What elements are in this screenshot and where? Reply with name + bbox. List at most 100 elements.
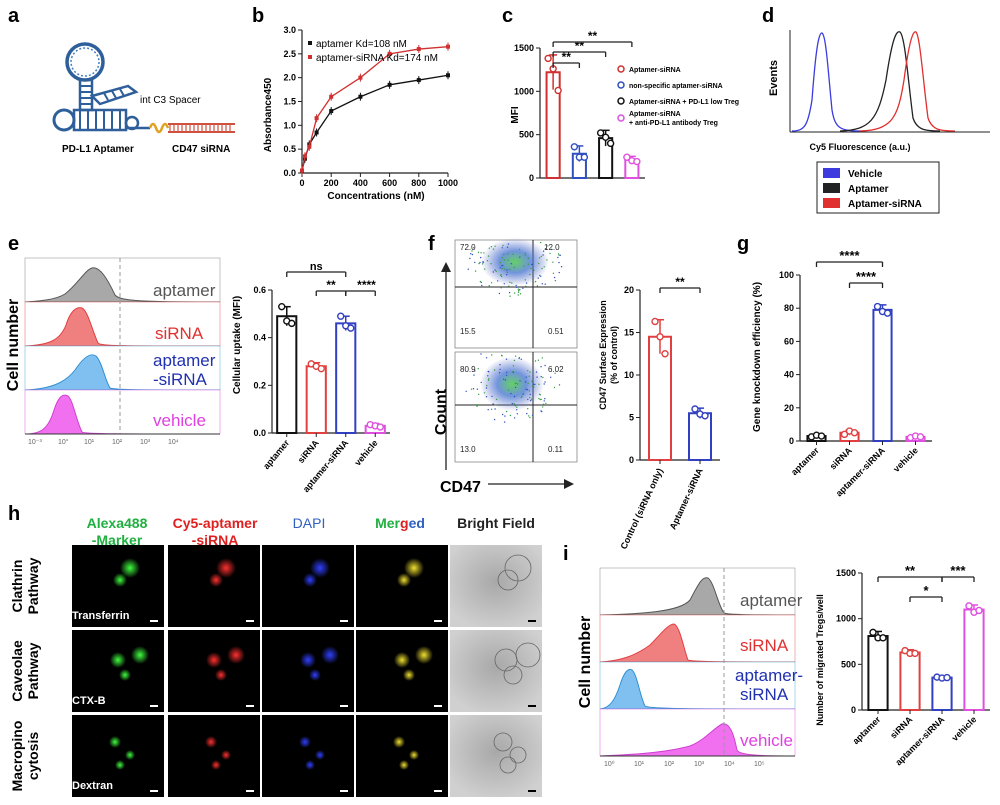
d-legend-aptamer-sirna: Aptamer-siRNA [848, 199, 922, 210]
category-label: vehicle [950, 714, 979, 743]
bar [872, 308, 893, 442]
bar [963, 608, 985, 711]
scatter-point [530, 398, 533, 400]
scatter-point [478, 262, 480, 265]
data-point [329, 109, 334, 114]
y-tick-label: 20 [624, 285, 634, 295]
e-hist-label-aptamer-sirna-1: aptamer [153, 351, 216, 370]
scatter-point [526, 412, 528, 415]
data-point [314, 130, 319, 135]
scatter-point [503, 253, 505, 256]
i-hist-xtick: 10⁵ [754, 761, 765, 768]
scatter-point [495, 404, 497, 406]
scatter-point [551, 248, 553, 251]
legend-aptamer-sirna: aptamer-siRNA Kd=174 nM [316, 53, 438, 64]
e-hist-xtick: 10³ [140, 439, 151, 446]
scatter-point [484, 268, 486, 270]
f-cd47-arrowhead [564, 479, 574, 489]
scatter-point [470, 388, 473, 390]
scatter-point [524, 254, 526, 256]
y-tick-label: 1500 [836, 568, 856, 578]
h-marker-dextran: Dextran [72, 780, 113, 792]
data-point [300, 168, 304, 173]
data-point [347, 324, 355, 332]
scatter-point [503, 259, 505, 261]
scatter-point [480, 353, 482, 355]
scatter-point [507, 243, 510, 245]
cell-outline [515, 642, 541, 668]
y-tick-label: 500 [519, 130, 534, 140]
scatter-point [516, 413, 518, 415]
scatter-point [485, 396, 488, 398]
fluorescence-image [168, 715, 260, 797]
data-point [606, 139, 615, 148]
merged-part-2: g [400, 515, 409, 531]
i-hist-label-vehicle: vehicle [740, 731, 793, 750]
scatter-point [485, 387, 488, 389]
scatter-point [523, 392, 525, 395]
y-tick-label: 0.0 [253, 428, 266, 438]
scatter-point [544, 248, 547, 250]
scatter-point [498, 292, 501, 295]
quad-top-lr: 0.51 [548, 327, 564, 336]
f-bar-ylabel: CD47 Surface Expression [598, 300, 608, 410]
e-hist-label-aptamer-sirna-2: -siRNA [153, 370, 207, 389]
d-legend-vehicle: Vehicle [848, 169, 883, 180]
scatter-point [513, 395, 516, 398]
cell-signal [409, 750, 419, 760]
scatter-point [532, 281, 535, 284]
scatter-point [487, 375, 489, 377]
cell-signal [315, 750, 325, 760]
y-tick-label: 5 [629, 413, 634, 423]
scatter-point [507, 253, 509, 255]
scatter-point [472, 247, 475, 249]
scatter-point [474, 270, 477, 272]
i-hist-label-aptamer-sirna-2: siRNA [740, 685, 789, 704]
scatter-point [514, 386, 517, 389]
fluorescence-image [262, 630, 354, 712]
data-point [943, 673, 951, 682]
scatter-point [525, 282, 528, 284]
f-bar-ylabel2: (% of control) [609, 326, 619, 384]
g-ylabel: Gene knockdown efficiency (%) [752, 282, 763, 432]
scatter-point [478, 393, 480, 396]
scatter-point [480, 252, 482, 254]
scatter-point [552, 272, 555, 274]
scatter-point [540, 255, 542, 258]
scatter-point [515, 286, 518, 289]
scatter-point [518, 290, 520, 292]
data-point [651, 317, 659, 326]
scatter-point [515, 284, 517, 287]
scatter-point [554, 280, 557, 282]
category-label: aptamer [851, 714, 883, 746]
scatter-point [483, 252, 485, 254]
scatter-point [534, 383, 536, 386]
scatter-point [493, 418, 496, 421]
data-point [911, 649, 919, 658]
scatter-point [503, 268, 506, 270]
microscopy-grid [72, 545, 542, 797]
scatter-point [531, 414, 534, 416]
panel-letter-h: h [8, 503, 20, 525]
cell-outline [503, 665, 523, 685]
cell-outline [509, 746, 527, 764]
bar [276, 315, 298, 435]
e-hist-label-vehicle: vehicle [153, 411, 206, 430]
y-tick-label: 0 [529, 173, 534, 183]
scatter-point [492, 248, 495, 250]
y-tick-label: 1.0 [283, 120, 296, 130]
x-tick-label: 400 [353, 178, 368, 188]
brightfield-image [450, 630, 542, 712]
h-row-label-3a: Macropino [9, 721, 25, 792]
scatter-point [529, 393, 531, 396]
cell-signal [113, 573, 127, 587]
e-hist-xticks: 10⁻³ 10° 10¹ 10² 10³ 10⁴ [28, 438, 179, 446]
fluorescence-image [72, 715, 164, 797]
scatter-point [483, 392, 486, 394]
scatter-point [524, 252, 527, 255]
data-point [580, 153, 589, 161]
scatter-point [542, 406, 544, 408]
series-line [301, 46, 449, 171]
y-tick-label: 2.0 [283, 73, 296, 83]
h-row-labels: Clathrin Pathway Caveolae Pathway Macrop… [9, 557, 41, 791]
